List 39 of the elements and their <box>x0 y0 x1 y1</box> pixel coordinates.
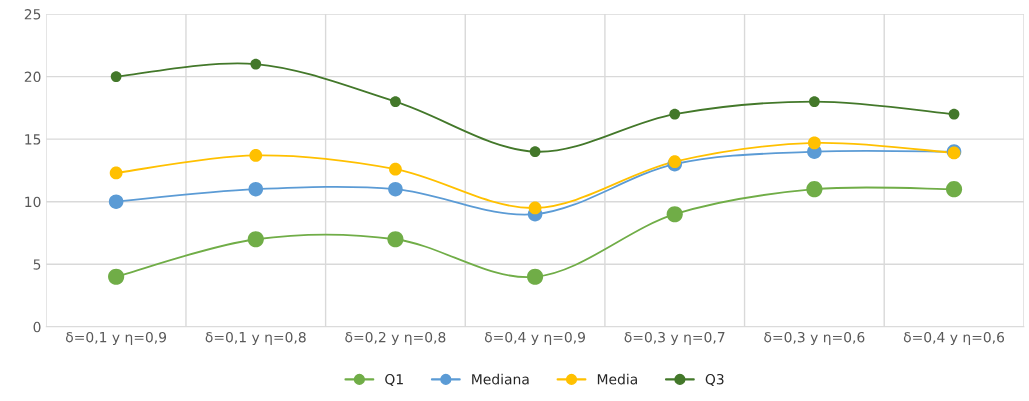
point <box>809 96 820 107</box>
point <box>527 268 544 285</box>
legend-label: Mediana <box>472 373 529 385</box>
point <box>388 181 403 197</box>
point <box>390 96 401 107</box>
x-tick-label: δ=0,3 y η=0,7 <box>624 331 725 346</box>
x-tick-label: δ=0,4 y η=0,6 <box>903 331 1005 346</box>
x-tick-label: δ=0,4 y η=0,9 <box>484 331 585 346</box>
x-tick-label: δ=0,1 y η=0,9 <box>66 331 167 346</box>
point <box>248 181 264 197</box>
point <box>247 231 264 248</box>
point <box>666 206 683 223</box>
y-tick-label: 25 <box>24 9 41 20</box>
y-tick-label: 20 <box>24 71 41 83</box>
point <box>528 201 542 215</box>
x-tick-label: δ=0,1 y η=0,8 <box>205 331 306 346</box>
point <box>529 146 541 158</box>
point <box>110 71 122 82</box>
point <box>948 108 960 120</box>
point <box>108 194 124 209</box>
point <box>807 136 821 150</box>
legend-label: Q3 <box>705 373 724 387</box>
point <box>387 231 404 248</box>
point <box>945 181 963 198</box>
y-tick-label: 5 <box>33 259 41 270</box>
point <box>669 108 681 120</box>
point <box>108 268 125 285</box>
point <box>806 181 823 198</box>
x-tick-label: δ=0,3 y η=0,6 <box>764 331 865 346</box>
point <box>109 166 123 180</box>
y-tick-label: 10 <box>25 196 41 208</box>
point <box>250 58 262 70</box>
y-tick-label: 15 <box>25 134 41 145</box>
legend-label: Q1 <box>385 373 403 387</box>
legend-label: Media <box>597 373 637 385</box>
x-tick-label: δ=0,2 y η=0,8 <box>345 331 446 346</box>
y-tick-label: 0 <box>33 321 41 333</box>
point <box>249 149 263 162</box>
point <box>389 162 402 176</box>
